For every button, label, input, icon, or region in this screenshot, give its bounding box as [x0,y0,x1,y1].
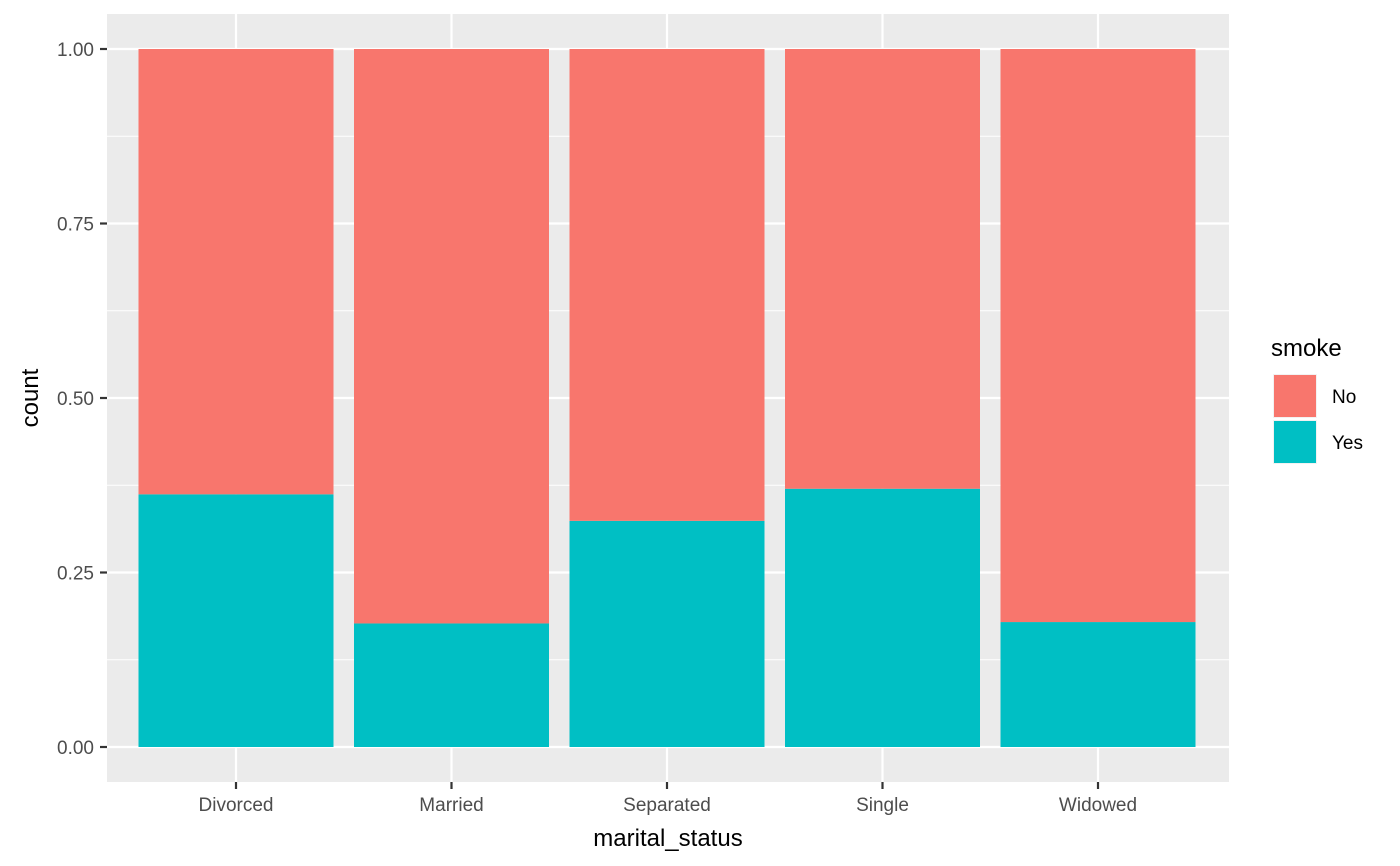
legend-title: smoke [1271,335,1342,362]
y-tick-label: 0.25 [57,564,94,585]
y-tick-label: 0.75 [57,215,94,236]
y-axis-title: count [17,368,44,427]
y-axis: 0.00 0.25 0.50 0.75 1.00 [57,40,107,759]
x-tick-label: Divorced [199,795,274,816]
bar-no-married [354,49,549,624]
legend-key-no [1274,375,1316,417]
bar-yes-single [785,488,980,747]
x-axis-title: marital_status [593,825,742,852]
legend: smoke No Yes [1271,335,1363,464]
bar-yes-widowed [1000,622,1196,747]
bar-yes-separated [569,520,765,747]
bar-no-separated [569,49,765,521]
legend-label-no: No [1332,387,1356,408]
x-tick-label: Separated [623,795,711,816]
bar-no-single [785,49,980,489]
legend-key-yes [1274,421,1316,463]
y-tick-label: 0.00 [57,738,94,759]
bar-yes-divorced [138,494,334,747]
x-tick-label: Widowed [1059,795,1137,816]
y-tick-label: 1.00 [57,40,94,61]
bars [138,49,1196,747]
legend-label-yes: Yes [1332,433,1363,454]
x-axis: Divorced Married Separated Single Widowed [199,782,1137,816]
bar-no-widowed [1000,49,1196,623]
x-tick-label: Single [856,795,909,816]
x-tick-label: Married [419,795,483,816]
bar-no-divorced [138,49,334,495]
y-tick-label: 0.50 [57,389,94,410]
bar-yes-married [354,623,549,747]
